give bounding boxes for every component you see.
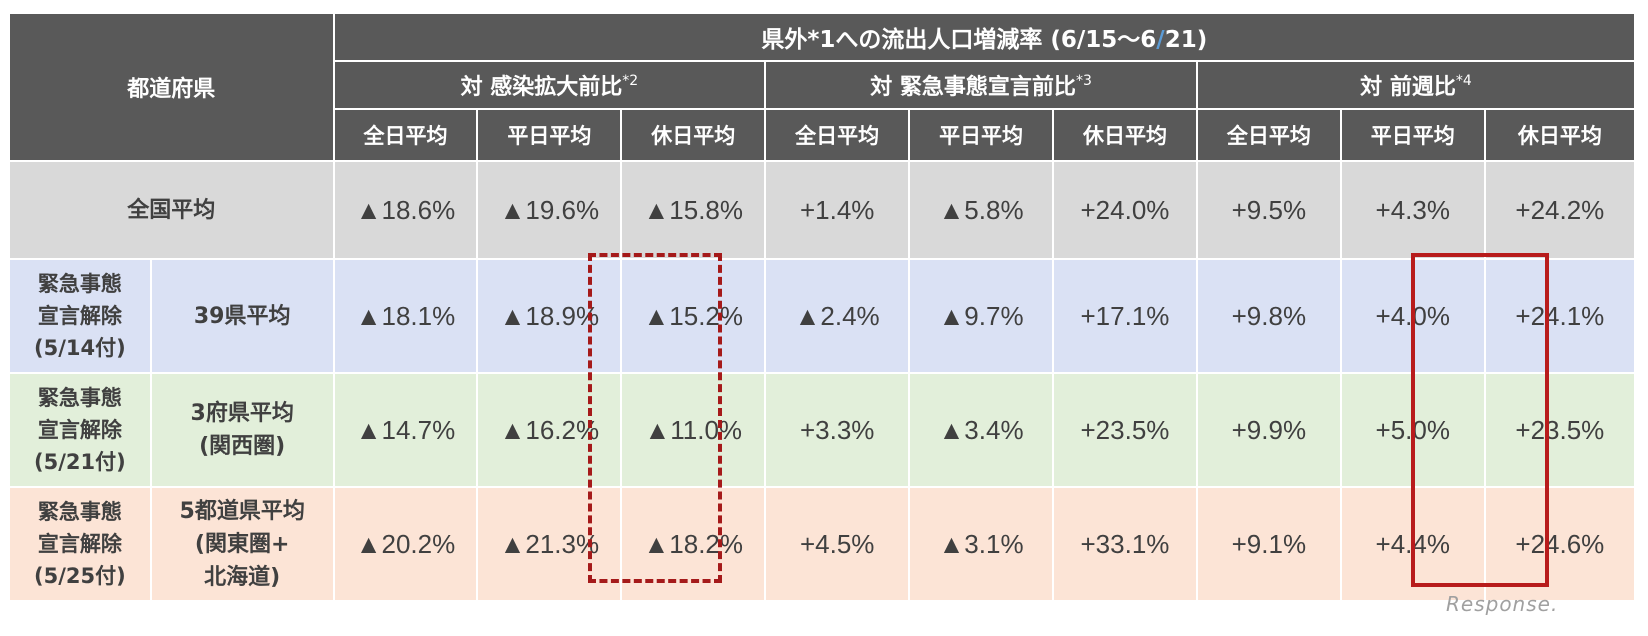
value-cell: ▲15.2%: [620, 258, 767, 374]
value-cell: ▲18.9%: [476, 258, 623, 374]
value-cell: +24.0%: [1052, 160, 1198, 260]
subheader-all-day-2: 全日平均: [764, 108, 911, 162]
value-cell: ▲16.2%: [476, 372, 623, 488]
value-cell: +17.1%: [1052, 258, 1198, 374]
group-header-prev-week: 対 前週比*4: [1195, 60, 1637, 110]
value-cell: ▲18.6%: [332, 160, 479, 260]
row-group-label: 緊急事態 宣言解除 (5/21付): [8, 372, 152, 488]
value-cell: +4.3%: [1339, 160, 1486, 260]
value-cell: ▲2.4%: [764, 258, 911, 374]
table-row-kanto: 緊急事態 宣言解除 (5/25付) 5都道県平均 (関東圏+ 北海道) ▲20.2% ▲…: [8, 486, 1637, 602]
table-row-39-prefectures: 緊急事態 宣言解除 (5/14付) 39県平均 ▲18.1% ▲18.9% ▲15.…: [8, 258, 1637, 374]
table-title: 県外*1への流出人口増減率 (6/15〜6/21): [332, 12, 1637, 62]
subheader-all-day-3: 全日平均: [1195, 108, 1342, 162]
row-label-kansai: 3府県平均 (関西圏): [149, 372, 335, 488]
value-cell: ▲19.6%: [476, 160, 623, 260]
highlight-dashed-box: [588, 253, 722, 583]
value-cell: ▲15.8%: [620, 160, 767, 260]
value-cell: +23.5%: [1052, 372, 1198, 488]
subheader-holiday-2: 休日平均: [1052, 108, 1198, 162]
row-label-kanto: 5都道県平均 (関東圏+ 北海道): [149, 486, 335, 602]
row-group-label: 緊急事態 宣言解除 (5/14付): [8, 258, 152, 374]
row-label-39-prefectures: 39県平均: [149, 258, 335, 374]
value-cell: ▲9.7%: [908, 258, 1055, 374]
value-cell: ▲11.0%: [620, 372, 767, 488]
prefecture-header: 都道府県: [8, 12, 335, 162]
value-cell: ▲3.4%: [908, 372, 1055, 488]
value-cell: ▲14.7%: [332, 372, 479, 488]
value-cell: +23.5%: [1483, 372, 1637, 488]
subheader-weekday-1: 平日平均: [476, 108, 623, 162]
value-cell: +1.4%: [764, 160, 911, 260]
watermark-logo: Response.: [1446, 592, 1559, 616]
subheader-holiday-1: 休日平均: [620, 108, 767, 162]
subheader-weekday-3: 平日平均: [1339, 108, 1486, 162]
row-group-label: 緊急事態 宣言解除 (5/25付): [8, 486, 152, 602]
group-header-pre-infection: 対 感染拡大前比*2: [332, 60, 767, 110]
value-cell: +9.5%: [1195, 160, 1342, 260]
table-row-national: 全国平均 ▲18.6% ▲19.6% ▲15.8% +1.4% ▲5.8% +2…: [8, 160, 1637, 260]
subheader-holiday-3: 休日平均: [1483, 108, 1637, 162]
value-cell: +9.8%: [1195, 258, 1342, 374]
value-cell: +33.1%: [1052, 486, 1198, 602]
subheader-weekday-2: 平日平均: [908, 108, 1055, 162]
group-header-pre-emergency: 対 緊急事態宣言前比*3: [764, 60, 1198, 110]
value-cell: +4.5%: [764, 486, 911, 602]
value-cell: ▲3.1%: [908, 486, 1055, 602]
table-row-kansai: 緊急事態 宣言解除 (5/21付) 3府県平均 (関西圏) ▲14.7% ▲16.2%…: [8, 372, 1637, 488]
value-cell: +24.1%: [1483, 258, 1637, 374]
value-cell: ▲20.2%: [332, 486, 479, 602]
value-cell: +9.1%: [1195, 486, 1342, 602]
value-cell: +24.6%: [1483, 486, 1637, 602]
value-cell: +24.2%: [1483, 160, 1637, 260]
outflow-rate-table: 都道府県 県外*1への流出人口増減率 (6/15〜6/21) 対 感染拡大前比*…: [8, 12, 1637, 602]
value-cell: +3.3%: [764, 372, 911, 488]
subheader-all-day-1: 全日平均: [332, 108, 479, 162]
row-label-national: 全国平均: [8, 160, 335, 260]
value-cell: ▲5.8%: [908, 160, 1055, 260]
highlight-solid-box: [1411, 253, 1549, 587]
value-cell: +9.9%: [1195, 372, 1342, 488]
value-cell: ▲18.1%: [332, 258, 479, 374]
